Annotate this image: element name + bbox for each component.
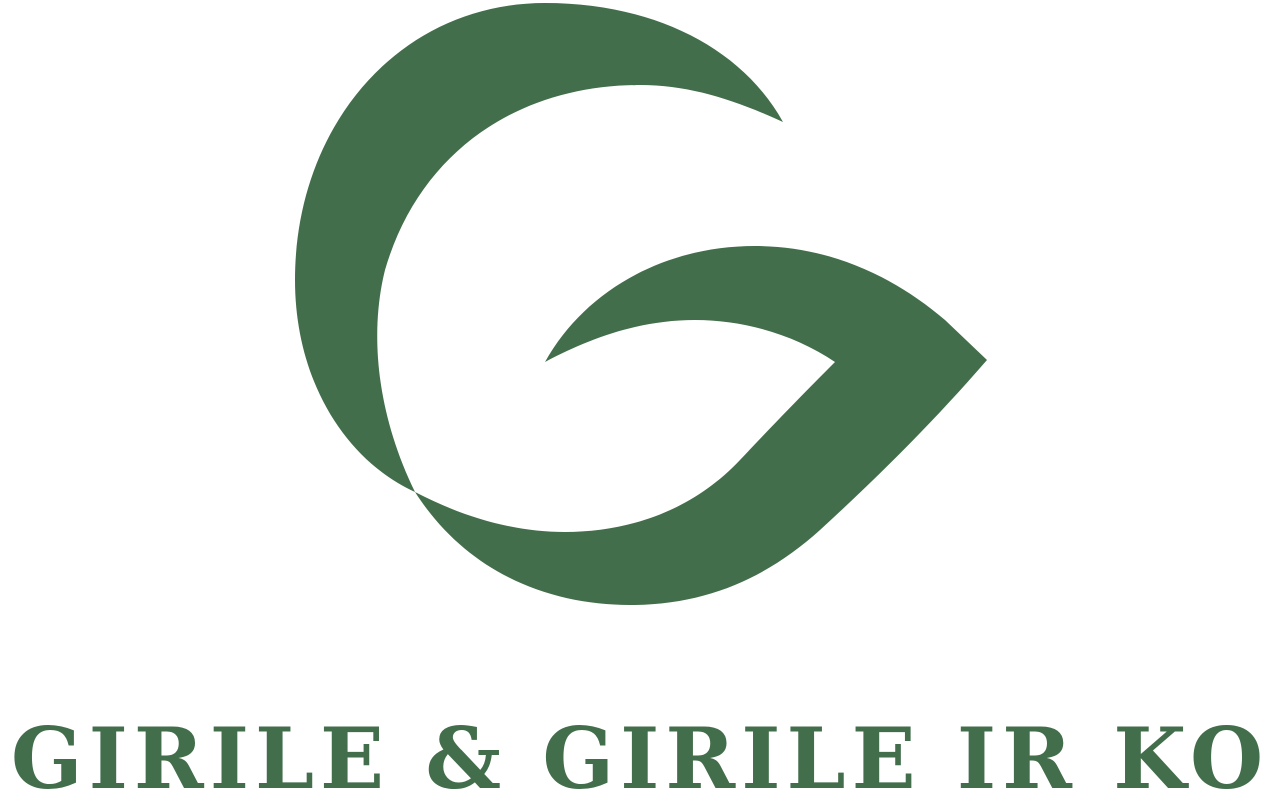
company-name: GIRILE & GIRILE IR KO (10, 709, 1270, 802)
g-leaf-logo-icon (295, 3, 987, 605)
g-crescent-shape (295, 3, 783, 492)
g-leaf-shape (415, 246, 987, 605)
